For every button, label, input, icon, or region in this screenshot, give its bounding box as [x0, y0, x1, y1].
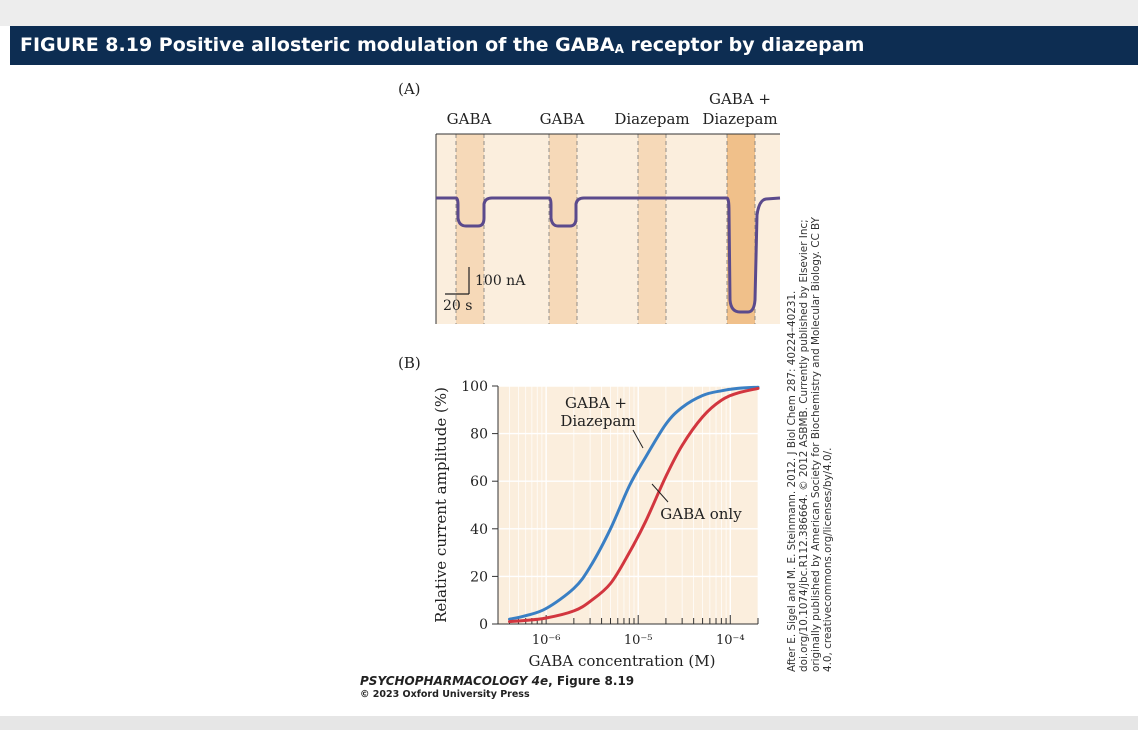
x-tick-label-0: 10⁻⁶ [532, 633, 561, 648]
top-strip [0, 0, 1138, 26]
credit-block: PSYCHOPHARMACOLOGY 4e, Figure 8.19 © 202… [360, 674, 634, 700]
header-diazepam: Diazepam [614, 110, 689, 128]
panel-b-label: (B) [398, 354, 421, 372]
x-axis-label: GABA concentration (M) [529, 652, 716, 670]
y-axis-label: Relative current amplitude (%) [432, 387, 450, 623]
attribution-text: After E. Sigel and M. E. Steinmann. 2012… [786, 112, 834, 672]
series-line-gaba-diazepam [508, 385, 760, 621]
title-subscript: A [614, 42, 624, 56]
current-trace [436, 196, 781, 314]
axis-ticks: 0 20 40 60 80 100 10⁻⁶ 10⁻⁵ 10⁻⁴ [461, 379, 759, 648]
y-tick-label-100: 100 [461, 379, 488, 395]
x-tick-label-2: 10⁻⁴ [716, 633, 745, 648]
credit-figure: , Figure 8.19 [548, 674, 635, 688]
y-tick-label-40: 40 [470, 522, 488, 538]
annotation-leader-1 [632, 429, 644, 449]
scale-time-label: 20 s [443, 298, 472, 314]
curves [508, 385, 760, 624]
gaba-band-1 [456, 134, 484, 324]
credit-copyright: © 2023 Oxford University Press [360, 689, 530, 700]
diazepam-band [638, 134, 666, 324]
header-gaba-plus: GABA + [709, 90, 771, 108]
attribution-line-2: doi.org/10.1074/jbc.R112.386664. © 2012 … [798, 219, 810, 672]
trace-background [436, 134, 780, 324]
annotation-leader-2 [651, 483, 669, 503]
y-tick-label-60: 60 [470, 474, 488, 490]
header-gaba-2: GABA [540, 110, 585, 128]
attribution-line-3: originally published by American Society… [810, 217, 822, 672]
annotation-gaba-diazepam-line2: Diazepam [560, 412, 635, 430]
attribution-line-4: 4.0, creativecommons.org/licenses/by/4.0… [822, 447, 834, 672]
attribution-line-1: After E. Sigel and M. E. Steinmann. 2012… [786, 290, 798, 672]
annotation-gaba-only: GABA only [660, 505, 742, 523]
y-tick-label-0: 0 [479, 617, 488, 633]
bottom-strip [0, 716, 1138, 730]
band-dividers [455, 134, 756, 324]
figure-title: FIGURE 8.19 Positive allosteric modulati… [10, 26, 1138, 65]
plot-area [498, 386, 758, 624]
credit-book: PSYCHOPHARMACOLOGY 4e [360, 674, 549, 688]
x-tick-label-1: 10⁻⁵ [624, 633, 653, 648]
panel-a-label: (A) [398, 80, 421, 98]
combined-band [727, 134, 755, 324]
title-text: FIGURE 8.19 Positive allosteric modulati… [20, 34, 615, 56]
gaba-band-2 [549, 134, 577, 324]
scale-current-label: 100 nA [475, 273, 526, 289]
series-line-gaba-only [508, 386, 760, 624]
y-tick-label-20: 20 [470, 569, 488, 585]
annotation-gaba-diazepam-line1: GABA + [565, 394, 627, 412]
header-gaba-1: GABA [447, 110, 492, 128]
y-tick-label-80: 80 [470, 427, 488, 443]
credit-line: PSYCHOPHARMACOLOGY 4e, Figure 8.19 [360, 674, 634, 688]
header-gaba-plus-diazepam: Diazepam [702, 110, 777, 128]
title-text-end: receptor by diazepam [623, 34, 865, 56]
